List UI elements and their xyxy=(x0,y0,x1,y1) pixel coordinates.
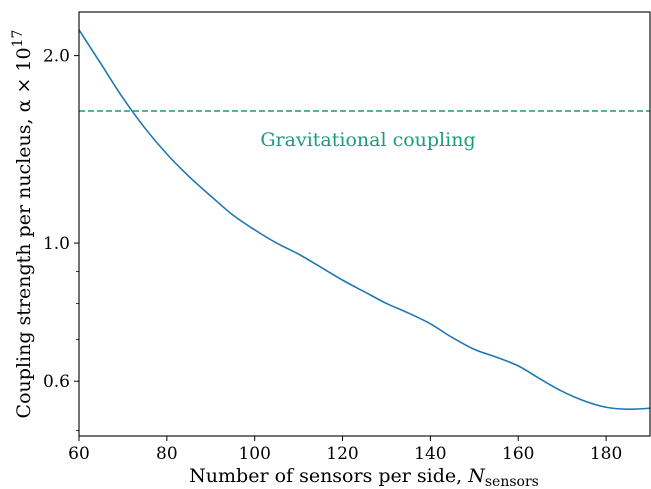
y-tick-label: 2.0 xyxy=(43,47,70,67)
x-tick-label: 80 xyxy=(156,444,178,464)
y-tick-label: 1.0 xyxy=(43,234,70,254)
x-tick-label: 140 xyxy=(414,444,446,464)
ticks-layer: 60 80 100 120 140 160 180 0.6 1.0 2.0 xyxy=(43,47,622,464)
x-tick-label: 120 xyxy=(326,444,358,464)
x-tick-label: 60 xyxy=(68,444,90,464)
x-tick-label: 180 xyxy=(590,444,622,464)
y-axis-label: Coupling strength per nucleus, α × 1017 xyxy=(10,30,35,419)
plot-layer xyxy=(78,29,651,411)
plot-frame xyxy=(78,11,651,437)
series-line-0 xyxy=(78,29,651,411)
x-tick-label: 160 xyxy=(502,444,534,464)
x-tick-label: 100 xyxy=(238,444,270,464)
reference-line-label: Gravitational coupling xyxy=(260,129,475,151)
y-tick-label: 0.6 xyxy=(43,372,70,392)
x-axis-label: Number of sensors per side, Nsensors xyxy=(189,465,539,489)
